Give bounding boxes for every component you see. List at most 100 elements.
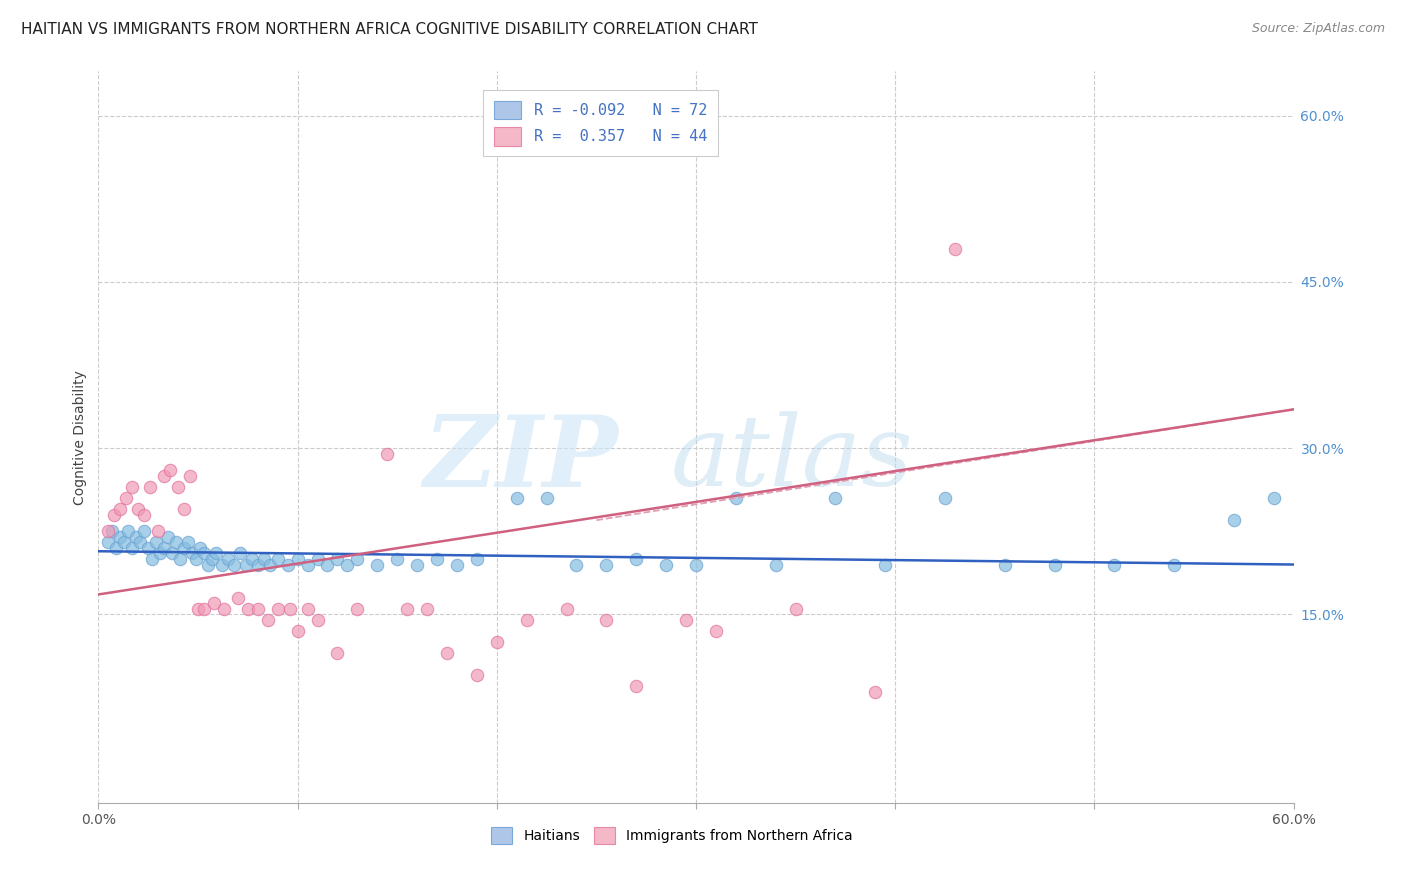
Point [385, 552, 409, 566]
Point [105, 541, 128, 555]
Point [115, 491, 138, 505]
Text: Source: ZipAtlas.com: Source: ZipAtlas.com [1251, 22, 1385, 36]
Point [346, 602, 368, 616]
Point [188, 541, 211, 555]
Point [406, 558, 429, 572]
Point [934, 491, 956, 505]
Point [110, 502, 132, 516]
Y-axis label: Cognitive Disability: Cognitive Disability [73, 369, 87, 505]
Point [875, 558, 897, 572]
Point [1163, 558, 1185, 572]
Point [160, 546, 183, 560]
Point [211, 558, 233, 572]
Point [287, 624, 309, 638]
Point [110, 530, 132, 544]
Point [307, 552, 329, 566]
Point [157, 530, 180, 544]
Point [125, 530, 148, 544]
Point [366, 558, 388, 572]
Point [287, 552, 309, 566]
Point [226, 591, 249, 605]
Point [536, 491, 558, 505]
Point [785, 602, 807, 616]
Point [595, 558, 617, 572]
Legend: Haitians, Immigrants from Northern Africa: Haitians, Immigrants from Northern Afric… [485, 820, 859, 851]
Point [1104, 558, 1126, 572]
Point [121, 480, 143, 494]
Point [267, 602, 290, 616]
Point [212, 602, 235, 616]
Point [436, 646, 458, 660]
Point [121, 541, 143, 555]
Point [201, 552, 224, 566]
Point [375, 447, 398, 461]
Point [465, 668, 488, 682]
Point [184, 552, 207, 566]
Point [765, 558, 787, 572]
Point [145, 535, 167, 549]
Point [724, 491, 747, 505]
Point [426, 552, 449, 566]
Point [1223, 513, 1246, 527]
Point [595, 613, 617, 627]
Point [136, 541, 159, 555]
Point [202, 596, 225, 610]
Point [134, 524, 156, 539]
Point [217, 552, 239, 566]
Point [326, 646, 349, 660]
Point [97, 524, 120, 539]
Point [159, 463, 181, 477]
Point [235, 558, 257, 572]
Point [326, 552, 349, 566]
Point [346, 552, 368, 566]
Point [187, 602, 209, 616]
Point [675, 613, 697, 627]
Point [704, 624, 727, 638]
Point [117, 524, 139, 539]
Point [994, 558, 1017, 572]
Point [149, 546, 172, 560]
Point [129, 535, 152, 549]
Point [565, 558, 588, 572]
Point [127, 502, 149, 516]
Point [297, 602, 319, 616]
Point [516, 613, 538, 627]
Point [1263, 491, 1285, 505]
Point [236, 602, 259, 616]
Point [465, 552, 488, 566]
Point [555, 602, 578, 616]
Point [485, 635, 508, 649]
Point [197, 558, 219, 572]
Point [267, 552, 290, 566]
Point [253, 552, 276, 566]
Point [222, 558, 245, 572]
Point [259, 558, 281, 572]
Point [240, 552, 263, 566]
Point [865, 685, 887, 699]
Point [297, 558, 319, 572]
Point [278, 602, 301, 616]
Point [134, 508, 156, 522]
Point [112, 535, 135, 549]
Point [179, 468, 201, 483]
Point [139, 480, 162, 494]
Point [256, 613, 278, 627]
Point [169, 552, 191, 566]
Point [824, 491, 846, 505]
Point [416, 602, 439, 616]
Point [1043, 558, 1066, 572]
Point [153, 468, 176, 483]
Point [246, 558, 269, 572]
Point [148, 524, 170, 539]
Point [246, 602, 269, 616]
Point [655, 558, 678, 572]
Point [626, 680, 648, 694]
Point [277, 558, 299, 572]
Point [193, 602, 215, 616]
Point [396, 602, 419, 616]
Point [685, 558, 707, 572]
Point [446, 558, 468, 572]
Point [205, 546, 228, 560]
Point [103, 508, 125, 522]
Point [181, 546, 204, 560]
